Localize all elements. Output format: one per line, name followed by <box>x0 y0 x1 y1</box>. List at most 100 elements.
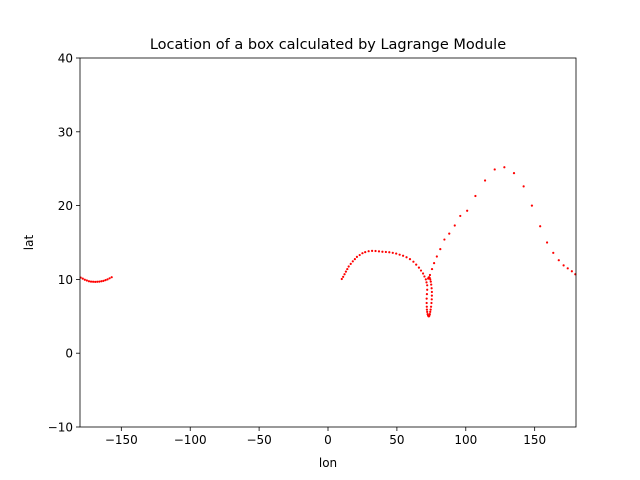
data-point <box>349 262 352 265</box>
data-points <box>79 166 577 318</box>
data-point <box>522 185 525 188</box>
data-point <box>545 241 549 244</box>
data-point <box>417 266 421 269</box>
data-point <box>361 252 364 255</box>
data-point <box>429 280 432 283</box>
data-point <box>430 290 433 294</box>
x-axis-label: lon <box>319 456 337 470</box>
data-point <box>377 250 381 253</box>
data-point <box>459 214 462 218</box>
data-point <box>474 194 477 198</box>
data-point <box>432 262 436 265</box>
data-point <box>530 204 534 207</box>
data-point <box>425 293 429 296</box>
data-point <box>429 308 432 311</box>
data-point <box>401 254 405 257</box>
data-point <box>562 264 565 267</box>
data-point <box>430 294 433 297</box>
data-point <box>346 267 349 271</box>
data-point <box>353 258 356 261</box>
data-point <box>391 251 394 254</box>
data-point <box>94 280 97 284</box>
y-axis-label: lat <box>22 235 36 251</box>
data-point <box>342 275 345 278</box>
data-point <box>429 305 433 308</box>
data-point <box>430 267 434 271</box>
data-point <box>552 251 555 254</box>
data-point <box>425 305 428 308</box>
data-point <box>466 209 469 212</box>
data-point <box>430 298 433 301</box>
data-point <box>364 250 367 254</box>
data-point <box>425 297 428 300</box>
data-point <box>439 248 442 251</box>
y-tick-label: 20 <box>58 199 73 213</box>
data-point <box>448 232 451 235</box>
data-point <box>100 280 103 283</box>
data-point <box>425 281 428 284</box>
y-tick-label: 40 <box>58 52 73 66</box>
y-tick-label: 10 <box>58 273 73 287</box>
data-point <box>539 225 542 228</box>
data-point <box>384 250 387 254</box>
data-point <box>91 280 95 283</box>
x-tick-label: 150 <box>523 433 546 447</box>
data-point <box>430 301 433 305</box>
data-point <box>503 166 506 169</box>
data-point <box>85 279 88 282</box>
data-point <box>343 273 346 276</box>
data-point <box>421 272 425 275</box>
y-tick-label: −10 <box>48 421 73 435</box>
data-point <box>425 308 429 311</box>
data-point <box>102 279 105 282</box>
data-point <box>340 277 343 281</box>
data-point <box>443 238 446 241</box>
data-point <box>493 168 496 171</box>
data-point <box>427 277 430 280</box>
data-point <box>104 279 107 282</box>
x-tick-label: 0 <box>324 433 332 447</box>
x-axis-ticks: −150 −100 −50 0 50 100 150 <box>105 427 546 447</box>
data-point <box>419 269 423 272</box>
data-point <box>405 256 408 259</box>
data-point <box>395 252 398 255</box>
data-point <box>351 260 354 263</box>
data-point <box>415 263 418 266</box>
x-tick-label: 100 <box>454 433 477 447</box>
y-axis-ticks: −10 0 10 20 30 40 <box>48 52 80 435</box>
data-point <box>98 280 101 283</box>
data-point <box>425 301 428 305</box>
data-point <box>370 249 374 253</box>
data-point <box>89 280 93 283</box>
data-point <box>426 288 429 291</box>
data-point <box>106 278 109 281</box>
data-point <box>408 258 412 261</box>
data-point <box>483 179 487 182</box>
data-point <box>512 172 516 175</box>
x-tick-label: −50 <box>246 433 271 447</box>
chart-title: Location of a box calculated by Lagrange… <box>150 37 506 53</box>
data-point <box>426 284 429 287</box>
y-tick-label: 30 <box>58 125 73 139</box>
data-point <box>83 278 86 281</box>
x-tick-label: −150 <box>105 433 138 447</box>
data-point <box>430 287 433 290</box>
data-point <box>347 265 350 268</box>
data-point <box>344 270 348 273</box>
y-tick-label: 0 <box>65 347 73 361</box>
data-point <box>570 270 573 273</box>
data-point <box>81 277 84 280</box>
data-point <box>87 280 91 283</box>
data-point <box>355 255 359 258</box>
data-point <box>566 267 569 270</box>
data-point <box>428 273 432 277</box>
data-point <box>388 251 391 254</box>
data-point <box>96 280 99 283</box>
data-point <box>426 310 429 313</box>
data-point <box>423 275 426 278</box>
data-point <box>424 278 427 281</box>
data-point <box>110 276 113 279</box>
data-point <box>453 224 456 227</box>
